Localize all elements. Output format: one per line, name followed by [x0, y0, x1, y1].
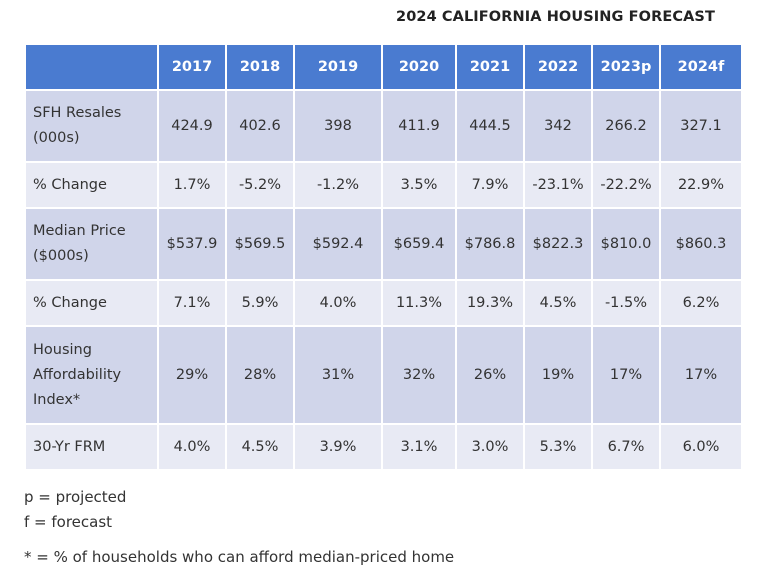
row-label: 30-Yr FRM	[26, 425, 157, 469]
table-cell: -5.2%	[227, 163, 293, 207]
table-cell: -23.1%	[525, 163, 591, 207]
row-label: % Change	[26, 281, 157, 325]
table-row: Median Price ($000s) $537.9 $569.5 $592.…	[26, 209, 741, 279]
table-cell: 3.1%	[383, 425, 455, 469]
table-cell: 424.9	[159, 91, 225, 161]
table-cell: $592.4	[295, 209, 381, 279]
table-cell: 17%	[661, 327, 741, 423]
table-cell: $537.9	[159, 209, 225, 279]
table-cell: -22.2%	[593, 163, 659, 207]
table-cell: 3.0%	[457, 425, 523, 469]
table-cell: 398	[295, 91, 381, 161]
table-row: Housing Affordability Index* 29% 28% 31%…	[26, 327, 741, 423]
column-header: 2019	[295, 45, 381, 89]
table-cell: 19%	[525, 327, 591, 423]
column-header: 2018	[227, 45, 293, 89]
column-header: 2021	[457, 45, 523, 89]
table-cell: 1.7%	[159, 163, 225, 207]
row-label: SFH Resales (000s)	[26, 91, 157, 161]
table-cell: 32%	[383, 327, 455, 423]
table-row: SFH Resales (000s) 424.9 402.6 398 411.9…	[26, 91, 741, 161]
table-cell: 5.3%	[525, 425, 591, 469]
table-cell: 266.2	[593, 91, 659, 161]
table-cell: 3.9%	[295, 425, 381, 469]
table-cell: 6.2%	[661, 281, 741, 325]
row-label: Median Price ($000s)	[26, 209, 157, 279]
table-cell: 6.0%	[661, 425, 741, 469]
table-cell: 22.9%	[661, 163, 741, 207]
note-forecast: f = forecast	[24, 513, 113, 531]
table-cell: 19.3%	[457, 281, 523, 325]
table-row: 30-Yr FRM 4.0% 4.5% 3.9% 3.1% 3.0% 5.3% …	[26, 425, 741, 469]
table-cell: 4.5%	[227, 425, 293, 469]
table-cell: 29%	[159, 327, 225, 423]
table-cell: 7.9%	[457, 163, 523, 207]
header-row: 2017 2018 2019 2020 2021 2022 2023p 2024…	[26, 45, 741, 89]
table-cell: 31%	[295, 327, 381, 423]
column-header: 2024f	[661, 45, 741, 89]
row-label: Housing Affordability Index*	[26, 327, 157, 423]
table-cell: 28%	[227, 327, 293, 423]
table-cell: 6.7%	[593, 425, 659, 469]
table-row: % Change 1.7% -5.2% -1.2% 3.5% 7.9% -23.…	[26, 163, 741, 207]
chart-title: 2024 CALIFORNIA HOUSING FORECAST	[396, 9, 715, 25]
table-cell: 17%	[593, 327, 659, 423]
table-cell: 411.9	[383, 91, 455, 161]
table-cell: -1.5%	[593, 281, 659, 325]
table-cell: 11.3%	[383, 281, 455, 325]
column-header: 2020	[383, 45, 455, 89]
table-cell: 4.0%	[159, 425, 225, 469]
footnote-affordability: * = % of households who can afford media…	[24, 548, 455, 566]
table-cell: -1.2%	[295, 163, 381, 207]
table-cell: 402.6	[227, 91, 293, 161]
table-cell: 3.5%	[383, 163, 455, 207]
table-cell: $786.8	[457, 209, 523, 279]
table-cell: 444.5	[457, 91, 523, 161]
table-cell: $810.0	[593, 209, 659, 279]
column-header: 2022	[525, 45, 591, 89]
table-row: % Change 7.1% 5.9% 4.0% 11.3% 19.3% 4.5%…	[26, 281, 741, 325]
forecast-table: 2017 2018 2019 2020 2021 2022 2023p 2024…	[24, 43, 743, 471]
table-cell: 4.0%	[295, 281, 381, 325]
table-cell: 7.1%	[159, 281, 225, 325]
table-cell: 327.1	[661, 91, 741, 161]
table-cell: 5.9%	[227, 281, 293, 325]
row-label: % Change	[26, 163, 157, 207]
table-cell: $659.4	[383, 209, 455, 279]
table-cell: $860.3	[661, 209, 741, 279]
table-cell: 4.5%	[525, 281, 591, 325]
header-corner-cell	[26, 45, 157, 89]
table-cell: $822.3	[525, 209, 591, 279]
table-cell: 26%	[457, 327, 523, 423]
table-cell: 342	[525, 91, 591, 161]
table-cell: $569.5	[227, 209, 293, 279]
column-header: 2023p	[593, 45, 659, 89]
note-projected: p = projected	[24, 488, 127, 506]
column-header: 2017	[159, 45, 225, 89]
